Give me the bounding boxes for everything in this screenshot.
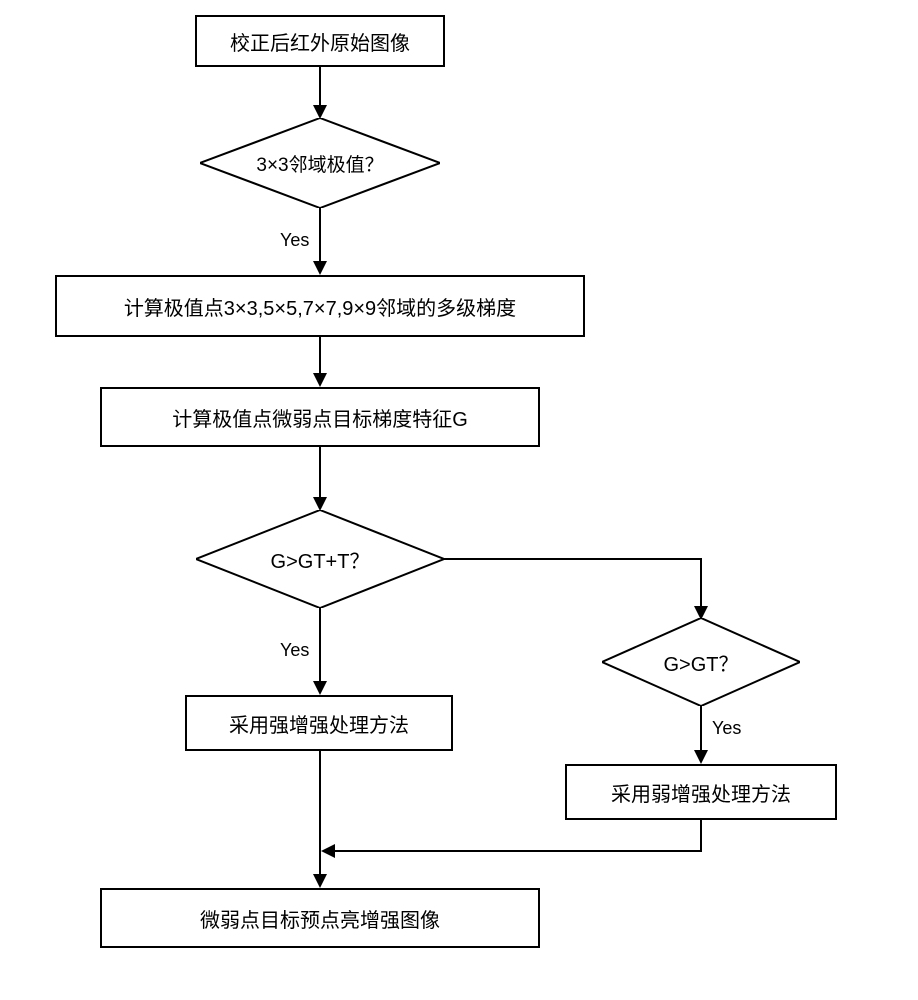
node-output: 微弱点目标预点亮增强图像 [100, 888, 540, 948]
node-label: G>GT+T？ [271, 545, 370, 574]
node-label: 计算极值点微弱点目标梯度特征G [172, 403, 468, 432]
node-decision-gt: G>GT？ [602, 618, 800, 706]
edge-line [335, 850, 702, 852]
node-decision-extremum: 3×3邻域极值？ [200, 118, 440, 208]
arrow-head [321, 844, 335, 858]
arrow-head [313, 497, 327, 511]
node-decision-gtt: G>GT+T？ [196, 510, 444, 608]
edge-label-yes: Yes [710, 718, 743, 739]
arrow-head [313, 105, 327, 119]
node-label: 3×3邻域极值？ [256, 150, 383, 177]
node-calc-gradient: 计算极值点3×3,5×5,7×7,9×9邻域的多级梯度 [55, 275, 585, 337]
node-weak-enhance: 采用弱增强处理方法 [565, 764, 837, 820]
arrow-head [313, 874, 327, 888]
arrow-head [313, 261, 327, 275]
node-label: 校正后红外原始图像 [230, 27, 410, 56]
edge-line [319, 608, 321, 683]
edge-line [700, 706, 702, 752]
node-label: G>GT？ [663, 648, 738, 677]
node-start: 校正后红外原始图像 [195, 15, 445, 67]
edge-line [319, 208, 321, 263]
edge-line [319, 337, 321, 375]
edge-line [700, 558, 702, 608]
edge-line [319, 67, 321, 107]
node-strong-enhance: 采用强增强处理方法 [185, 695, 453, 751]
edge-line [700, 820, 702, 852]
arrow-head [694, 750, 708, 764]
edge-label-yes: Yes [278, 230, 311, 251]
arrow-head [313, 373, 327, 387]
edge-line [444, 558, 702, 560]
node-label: 采用弱增强处理方法 [611, 778, 791, 807]
edge-line [319, 447, 321, 499]
node-calc-feature: 计算极值点微弱点目标梯度特征G [100, 387, 540, 447]
edge-label-yes: Yes [278, 640, 311, 661]
node-label: 微弱点目标预点亮增强图像 [200, 904, 440, 933]
arrow-head [313, 681, 327, 695]
node-label: 计算极值点3×3,5×5,7×7,9×9邻域的多级梯度 [124, 292, 516, 321]
node-label: 采用强增强处理方法 [229, 709, 409, 738]
